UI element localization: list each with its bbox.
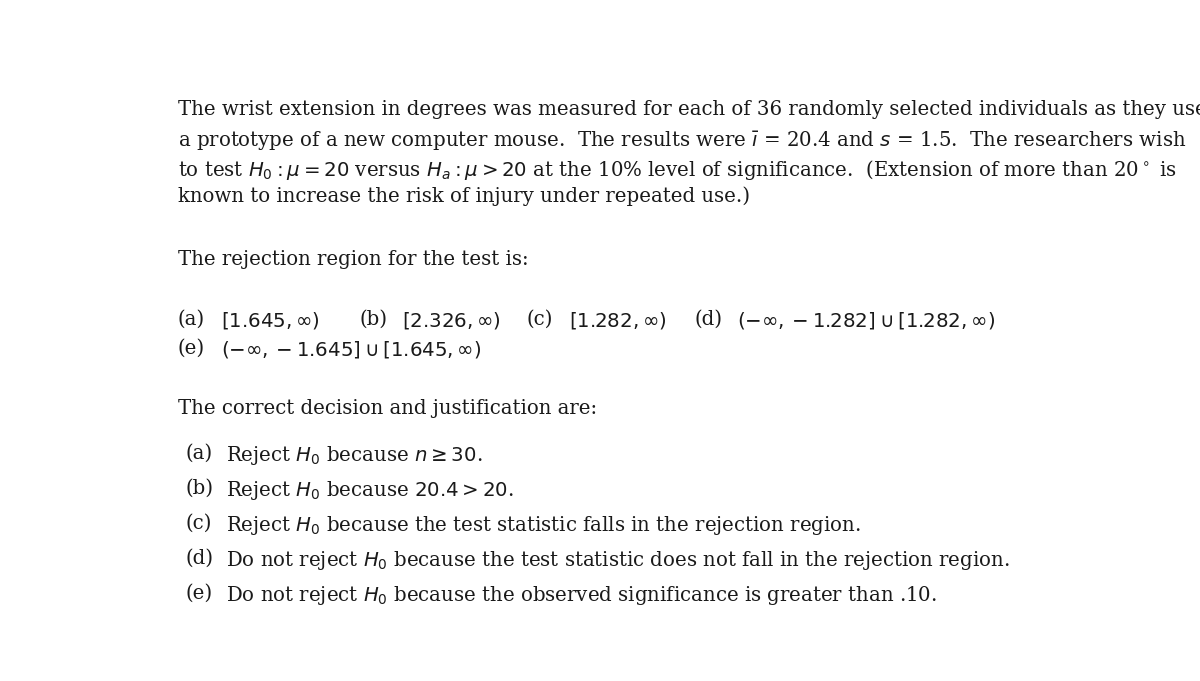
Text: (a): (a)	[185, 443, 212, 462]
Text: Reject $H_0$ because $20.4 > 20$.: Reject $H_0$ because $20.4 > 20$.	[227, 479, 515, 502]
Text: $[1.282, \infty)$: $[1.282, \infty)$	[570, 310, 667, 331]
Text: Reject $H_0$ because the test statistic falls in the rejection region.: Reject $H_0$ because the test statistic …	[227, 513, 862, 537]
Text: The wrist extension in degrees was measured for each of 36 randomly selected ind: The wrist extension in degrees was measu…	[178, 100, 1200, 119]
Text: The rejection region for the test is:: The rejection region for the test is:	[178, 249, 528, 268]
Text: $[1.645, \infty)$: $[1.645, \infty)$	[221, 310, 319, 331]
Text: (c): (c)	[527, 310, 553, 329]
Text: (e): (e)	[178, 338, 205, 358]
Text: (d): (d)	[694, 310, 722, 329]
Text: a prototype of a new computer mouse.  The results were $\bar{\imath}$ = 20.4 and: a prototype of a new computer mouse. The…	[178, 129, 1186, 152]
Text: known to increase the risk of injury under repeated use.): known to increase the risk of injury und…	[178, 187, 750, 206]
Text: Do not reject $H_0$ because the test statistic does not fall in the rejection re: Do not reject $H_0$ because the test sta…	[227, 549, 1010, 572]
Text: Do not reject $H_0$ because the observed significance is greater than .10.: Do not reject $H_0$ because the observed…	[227, 584, 937, 607]
Text: (c): (c)	[185, 513, 212, 533]
Text: (b): (b)	[359, 310, 388, 329]
Text: $[2.326, \infty)$: $[2.326, \infty)$	[402, 310, 500, 331]
Text: Reject $H_0$ because $n \geq 30$.: Reject $H_0$ because $n \geq 30$.	[227, 443, 482, 466]
Text: The correct decision and justification are:: The correct decision and justification a…	[178, 399, 598, 418]
Text: (e): (e)	[185, 584, 212, 603]
Text: to test $H_0 : \mu = 20$ versus $H_a : \mu > 20$ at the 10% level of significanc: to test $H_0 : \mu = 20$ versus $H_a : \…	[178, 158, 1177, 182]
Text: (a): (a)	[178, 310, 205, 329]
Text: (b): (b)	[185, 479, 214, 498]
Text: $(-\infty, -1.645] \cup [1.645, \infty)$: $(-\infty, -1.645] \cup [1.645, \infty)$	[221, 338, 481, 360]
Text: $(-\infty, -1.282] \cup [1.282, \infty)$: $(-\infty, -1.282] \cup [1.282, \infty)$	[737, 310, 995, 331]
Text: (d): (d)	[185, 549, 214, 568]
